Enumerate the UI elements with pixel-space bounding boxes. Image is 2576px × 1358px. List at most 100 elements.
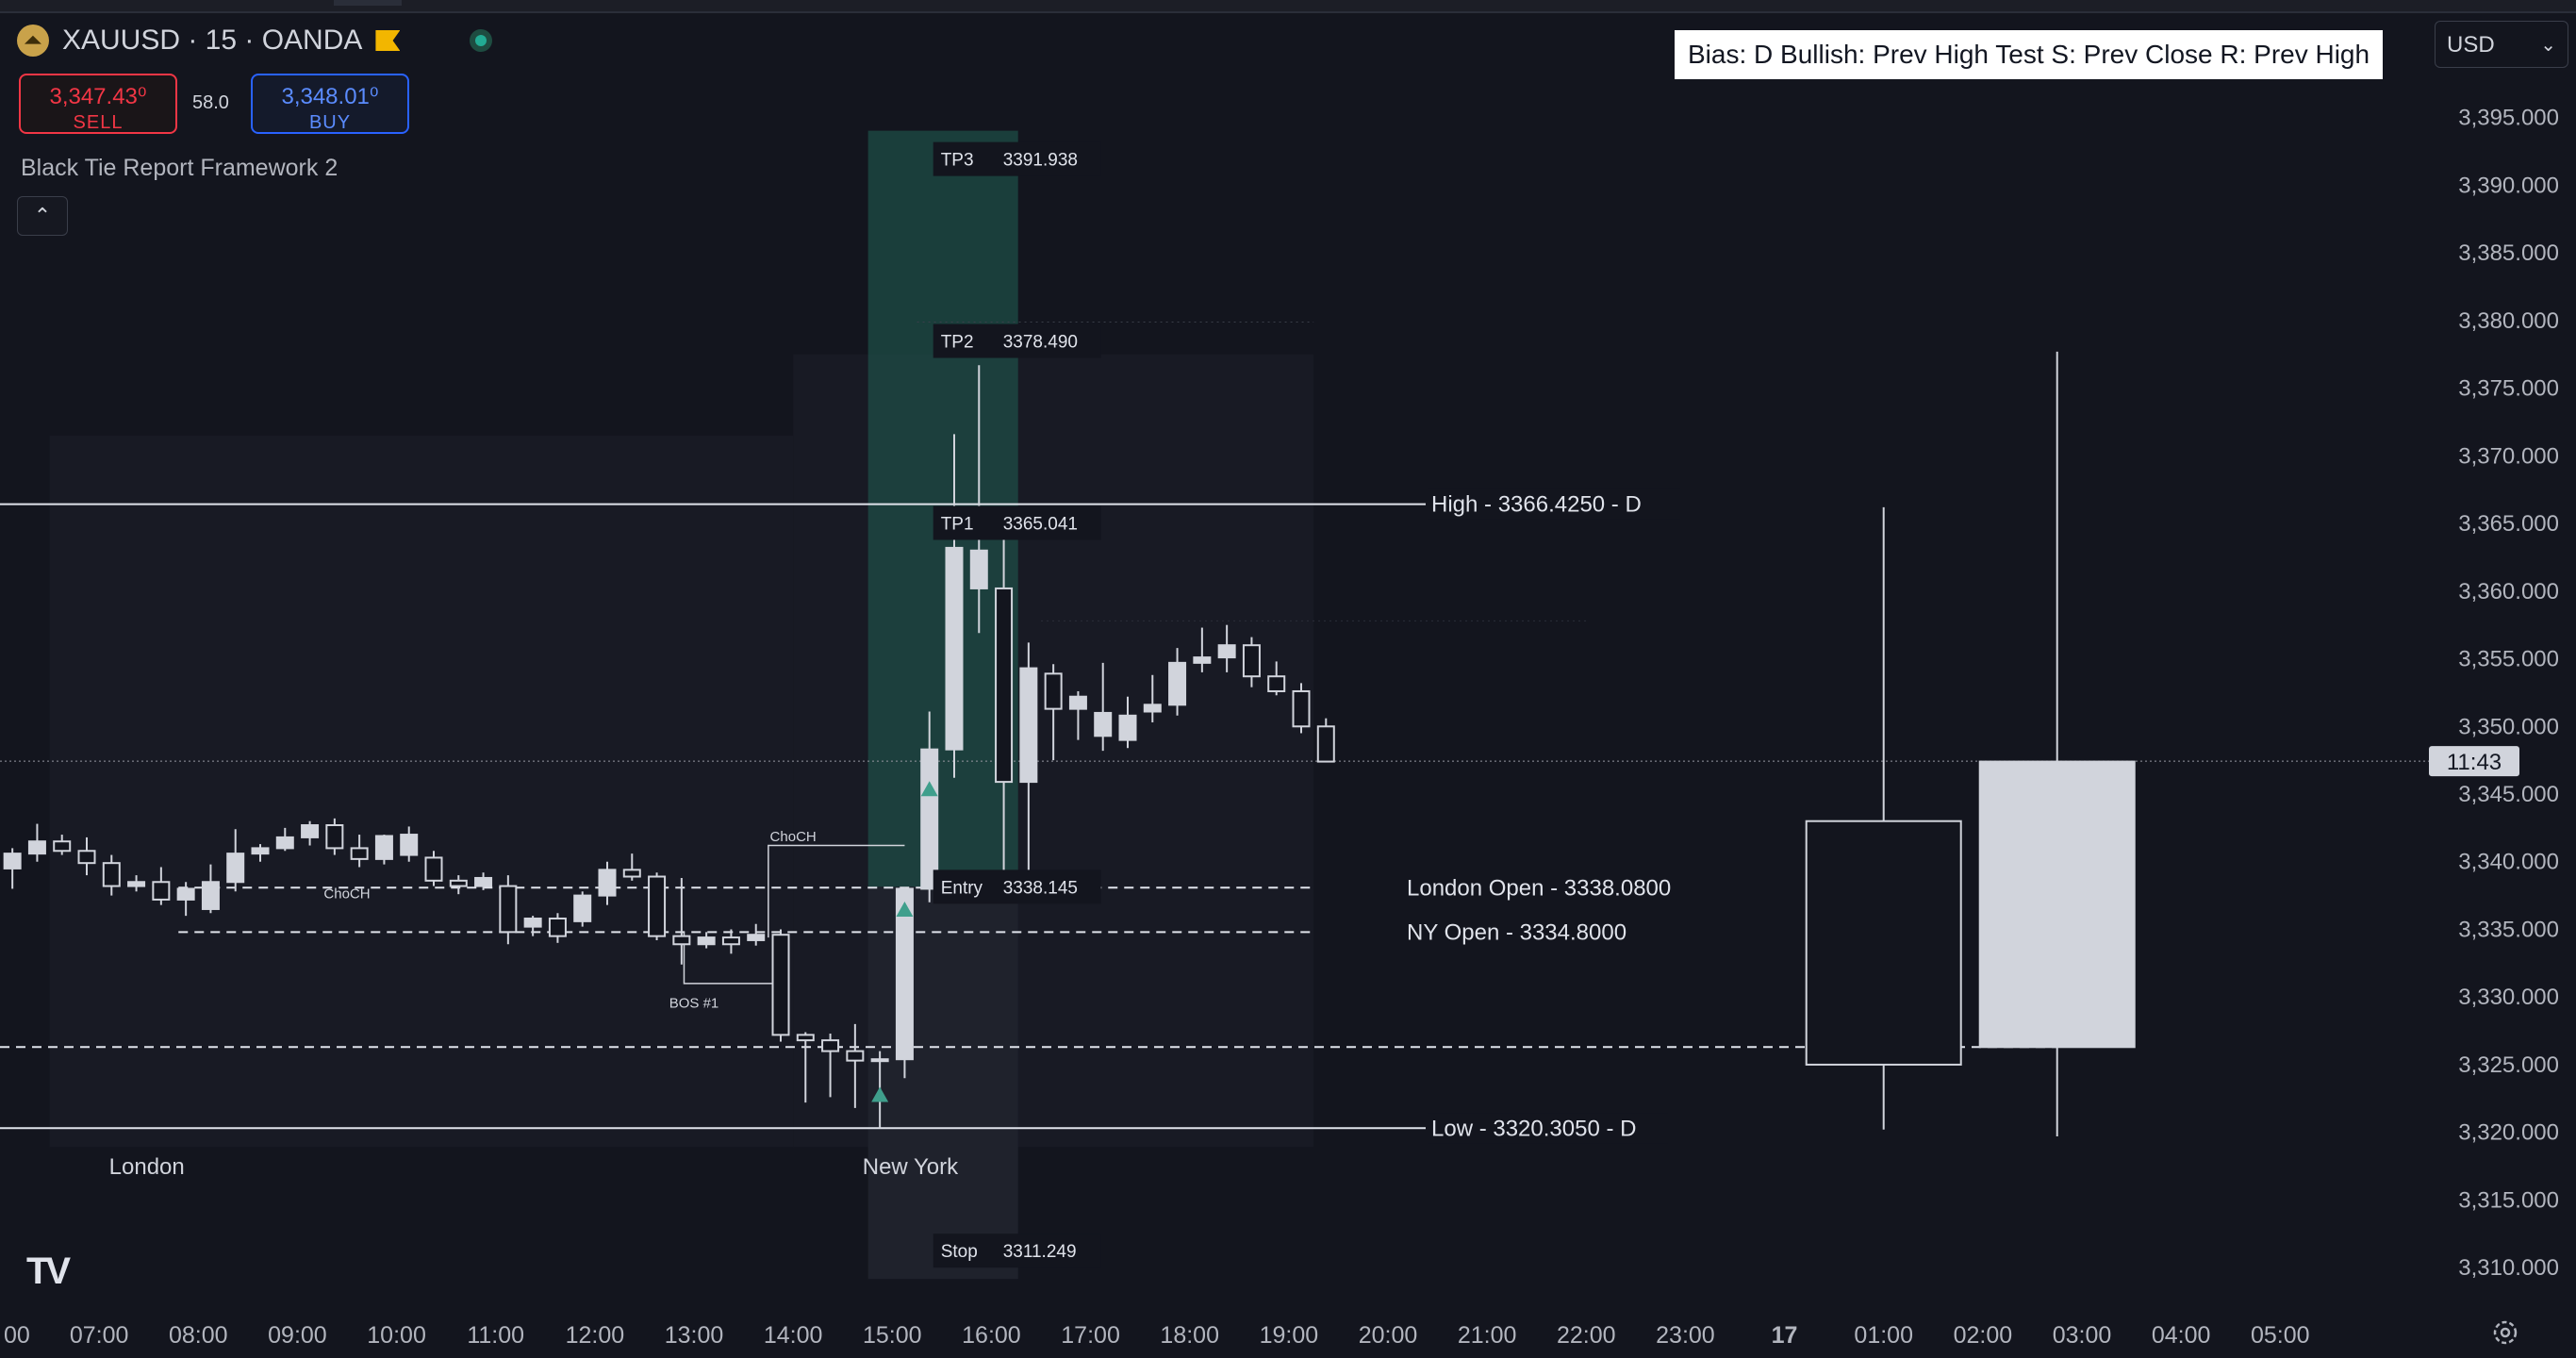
x-tick-5: 11:00 (467, 1322, 524, 1349)
trade-label-bg-entry (933, 869, 1101, 904)
y-tick-14: 3,380.000 (2458, 308, 2559, 334)
candle-43[interactable] (1068, 695, 1087, 710)
candle-40[interactable] (995, 587, 1014, 784)
candle-45[interactable] (1118, 714, 1137, 741)
currency-select[interactable]: USD ⌄ (2435, 21, 2568, 68)
htf-candle-54[interactable] (1805, 820, 1962, 1066)
annotation-choch-0: ChoCH (770, 829, 817, 845)
candle-21[interactable] (523, 917, 542, 928)
trade-value-stop: 3311.249 (1003, 1242, 1077, 1262)
candle-19[interactable] (474, 876, 493, 887)
candle-1[interactable] (27, 840, 46, 855)
candle-29[interactable] (721, 936, 740, 946)
candle-14[interactable] (350, 847, 369, 860)
y-tick-8: 3,350.000 (2458, 714, 2559, 739)
buy-arrow-icon-0 (871, 1086, 889, 1102)
candle-32[interactable] (796, 1034, 815, 1042)
candle-31[interactable] (771, 934, 790, 1036)
candle-13[interactable] (325, 824, 344, 850)
trade-value-tp1: 3365.041 (1003, 514, 1078, 534)
indicator-title[interactable]: Black Tie Report Framework 2 (21, 155, 339, 181)
candle-6[interactable] (152, 881, 171, 901)
choch-structure-line (768, 844, 905, 938)
candle-46[interactable] (1143, 704, 1162, 713)
candle-53[interactable] (1316, 725, 1335, 763)
candle-28[interactable] (697, 936, 716, 946)
candle-35[interactable] (870, 1058, 889, 1063)
tradingview-logo-icon[interactable]: TV (26, 1250, 71, 1292)
symbol-header[interactable]: ⏶ XAUUSD · 15 · OANDA (17, 25, 493, 57)
bias-info-box: Bias: D Bullish: Prev High Test S: Prev … (1675, 30, 2384, 79)
gold-coin-icon: ⏶ (17, 25, 49, 57)
candle-50[interactable] (1242, 644, 1261, 678)
candle-41[interactable] (1019, 667, 1038, 784)
level-label-3: NY Open - 3334.8000 (1407, 919, 1627, 945)
trade-label-bg-stop (933, 1234, 1101, 1268)
candle-5[interactable] (127, 881, 146, 887)
candle-10[interactable] (251, 847, 270, 855)
candle-44[interactable] (1094, 711, 1113, 737)
candle-11[interactable] (275, 836, 294, 850)
y-tick-15: 3,385.000 (2458, 240, 2559, 266)
candle-25[interactable] (622, 869, 641, 878)
stop-zone (867, 886, 1018, 1280)
htf-candle-55[interactable] (1978, 760, 2136, 1049)
candle-51[interactable] (1267, 675, 1286, 692)
current-time-label: 11:43 (2447, 750, 2502, 775)
candle-33[interactable] (821, 1039, 840, 1052)
candle-17[interactable] (424, 856, 443, 882)
candle-36[interactable] (895, 887, 914, 1061)
trade-label-entry: Entry (941, 878, 983, 898)
x-tick-9: 15:00 (863, 1322, 922, 1349)
x-tick-22: 04:00 (2152, 1322, 2211, 1349)
candle-3[interactable] (77, 850, 96, 865)
candle-52[interactable] (1292, 689, 1311, 728)
candle-34[interactable] (846, 1050, 865, 1062)
candle-7[interactable] (176, 887, 195, 901)
chevron-down-icon: ⌄ (2540, 35, 2556, 56)
x-tick-15: 21:00 (1458, 1322, 1517, 1349)
candle-4[interactable] (102, 862, 121, 887)
bos-structure-line (683, 932, 781, 985)
candle-38[interactable] (945, 546, 964, 751)
candle-0[interactable] (3, 853, 22, 869)
candle-48[interactable] (1193, 656, 1212, 664)
buy-arrow-icon-1 (896, 901, 914, 917)
trade-label-bg-tp1 (933, 505, 1101, 540)
candle-37[interactable] (920, 748, 939, 890)
candle-18[interactable] (449, 879, 468, 887)
flag-icon[interactable] (375, 30, 401, 51)
buy-button[interactable]: 3,348.01⁰ BUY (251, 74, 409, 134)
candle-9[interactable] (226, 853, 245, 884)
x-tick-16: 22:00 (1557, 1322, 1616, 1349)
candle-22[interactable] (548, 917, 567, 937)
annotation-choch-1: ChoCH (323, 886, 370, 902)
candle-27[interactable] (672, 935, 691, 946)
candle-16[interactable] (400, 834, 419, 856)
candle-30[interactable] (747, 934, 766, 941)
x-tick-3: 09:00 (268, 1322, 327, 1349)
candle-23[interactable] (573, 894, 592, 922)
candle-24[interactable] (598, 869, 617, 897)
candle-2[interactable] (53, 840, 72, 853)
trade-label-tp2: TP2 (941, 333, 974, 353)
candle-12[interactable] (301, 824, 320, 838)
candle-8[interactable] (201, 881, 220, 910)
y-tick-7: 3,345.000 (2458, 782, 2559, 807)
candle-47[interactable] (1168, 661, 1187, 706)
candle-26[interactable] (648, 875, 667, 937)
y-tick-10: 3,360.000 (2458, 579, 2559, 604)
buy-price: 3,348.01⁰ (281, 84, 379, 109)
candle-15[interactable] (374, 835, 393, 860)
trade-label-stop: Stop (941, 1242, 978, 1262)
candle-20[interactable] (499, 885, 518, 934)
candle-49[interactable] (1217, 644, 1236, 659)
sell-button[interactable]: 3,347.43⁰ SELL (19, 74, 177, 134)
candle-39[interactable] (969, 549, 988, 589)
collapse-indicators-button[interactable]: ⌃ (17, 196, 68, 236)
gear-icon[interactable] (2489, 1317, 2521, 1349)
x-tick-18: 17 (1772, 1322, 1798, 1349)
candle-42[interactable] (1044, 672, 1063, 710)
x-tick-10: 16:00 (962, 1322, 1021, 1349)
